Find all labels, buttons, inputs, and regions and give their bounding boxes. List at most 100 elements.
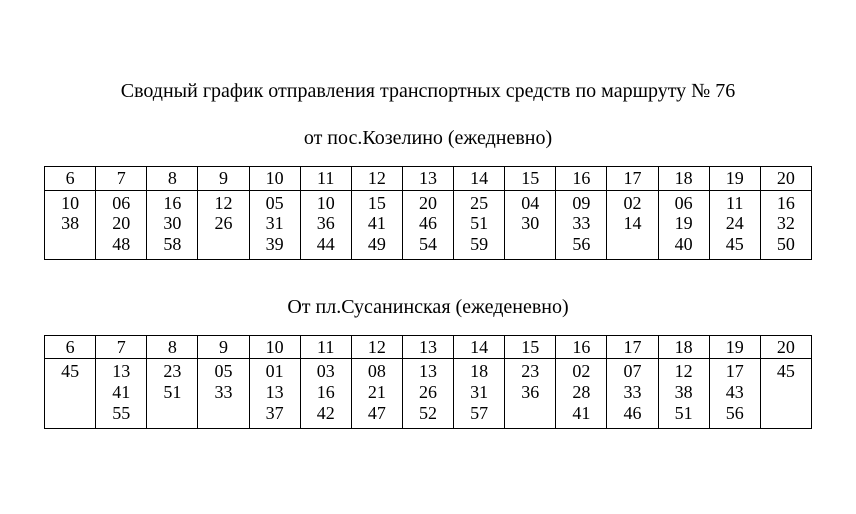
minutes-cell: 163250 <box>760 190 811 259</box>
minutes-cell: 0430 <box>505 190 556 259</box>
minute-value: 58 <box>147 234 197 255</box>
minute-value: 09 <box>556 193 606 214</box>
minute-value: 46 <box>403 213 453 234</box>
hour-cell: 16 <box>556 335 607 359</box>
minute-value: 49 <box>352 234 402 255</box>
minute-value: 13 <box>250 382 300 403</box>
minutes-cell: 093356 <box>556 190 607 259</box>
minutes-cell: 061940 <box>658 190 709 259</box>
minute-value: 11 <box>710 193 760 214</box>
minute-value: 36 <box>301 213 351 234</box>
minutes-cell: 022841 <box>556 359 607 428</box>
table-row: 4513415523510533011337031642082147132652… <box>45 359 812 428</box>
hour-cell: 20 <box>760 167 811 191</box>
hour-cell: 15 <box>505 335 556 359</box>
hour-cell: 7 <box>96 335 147 359</box>
minute-value: 26 <box>403 382 453 403</box>
minutes-cell: 154149 <box>351 190 402 259</box>
minutes-cell: 103644 <box>300 190 351 259</box>
minute-value: 45 <box>45 361 95 382</box>
minutes-cell: 0533 <box>198 359 249 428</box>
minutes-cell: 031642 <box>300 359 351 428</box>
minute-value: 57 <box>454 403 504 424</box>
minutes-cell: 134155 <box>96 359 147 428</box>
minute-value: 43 <box>710 382 760 403</box>
hour-cell: 17 <box>607 335 658 359</box>
minute-value: 28 <box>556 382 606 403</box>
minute-value: 06 <box>659 193 709 214</box>
hour-cell: 6 <box>45 335 96 359</box>
minute-value: 13 <box>96 361 146 382</box>
hour-cell: 17 <box>607 167 658 191</box>
minute-value: 39 <box>250 234 300 255</box>
minute-value: 41 <box>96 382 146 403</box>
minute-value: 51 <box>454 213 504 234</box>
minute-value: 17 <box>710 361 760 382</box>
minute-value: 01 <box>250 361 300 382</box>
minute-value: 47 <box>352 403 402 424</box>
minutes-cell: 132652 <box>402 359 453 428</box>
section1-subtitle: от пос.Козелино (ежедневно) <box>44 127 812 150</box>
hour-cell: 12 <box>351 167 402 191</box>
minute-value: 10 <box>45 193 95 214</box>
minute-value: 25 <box>454 193 504 214</box>
hour-cell: 15 <box>505 167 556 191</box>
minutes-cell: 053139 <box>249 190 300 259</box>
hour-cell: 18 <box>658 167 709 191</box>
minute-value: 48 <box>96 234 146 255</box>
hour-cell: 11 <box>300 335 351 359</box>
minutes-cell: 45 <box>760 359 811 428</box>
minutes-cell: 112445 <box>709 190 760 259</box>
hour-cell: 19 <box>709 335 760 359</box>
hour-cell: 9 <box>198 335 249 359</box>
minutes-cell: 1226 <box>198 190 249 259</box>
minute-value: 55 <box>96 403 146 424</box>
hour-cell: 12 <box>351 335 402 359</box>
minute-value: 51 <box>147 382 197 403</box>
table-row: 67891011121314151617181920 <box>45 335 812 359</box>
minute-value: 31 <box>250 213 300 234</box>
minute-value: 36 <box>505 382 555 403</box>
minute-value: 08 <box>352 361 402 382</box>
minutes-cell: 123851 <box>658 359 709 428</box>
minutes-cell: 163058 <box>147 190 198 259</box>
minute-value: 20 <box>403 193 453 214</box>
hour-cell: 18 <box>658 335 709 359</box>
minute-value: 21 <box>352 382 402 403</box>
minute-value: 52 <box>403 403 453 424</box>
minute-value: 31 <box>454 382 504 403</box>
minute-value: 07 <box>607 361 657 382</box>
minutes-cell: 255159 <box>454 190 505 259</box>
minutes-cell: 2336 <box>505 359 556 428</box>
hour-cell: 8 <box>147 335 198 359</box>
minutes-cell: 1038 <box>45 190 96 259</box>
minutes-cell: 183157 <box>454 359 505 428</box>
minutes-cell: 082147 <box>351 359 402 428</box>
minute-value: 10 <box>301 193 351 214</box>
hour-cell: 10 <box>249 167 300 191</box>
minute-value: 16 <box>761 193 811 214</box>
table-row: 67891011121314151617181920 <box>45 167 812 191</box>
minute-value: 41 <box>352 213 402 234</box>
section2-subtitle: От пл.Сусанинская (ежеденевно) <box>44 296 812 319</box>
minute-value: 33 <box>198 382 248 403</box>
minute-value: 06 <box>96 193 146 214</box>
minute-value: 26 <box>198 213 248 234</box>
minute-value: 14 <box>607 213 657 234</box>
hour-cell: 7 <box>96 167 147 191</box>
hour-cell: 14 <box>454 335 505 359</box>
minute-value: 04 <box>505 193 555 214</box>
minute-value: 24 <box>710 213 760 234</box>
minute-value: 44 <box>301 234 351 255</box>
hour-cell: 9 <box>198 167 249 191</box>
minute-value: 33 <box>556 213 606 234</box>
hour-cell: 16 <box>556 167 607 191</box>
minutes-cell: 062048 <box>96 190 147 259</box>
minutes-cell: 073346 <box>607 359 658 428</box>
minute-value: 54 <box>403 234 453 255</box>
minute-value: 50 <box>761 234 811 255</box>
hour-cell: 10 <box>249 335 300 359</box>
minute-value: 12 <box>198 193 248 214</box>
hour-cell: 8 <box>147 167 198 191</box>
minute-value: 19 <box>659 213 709 234</box>
